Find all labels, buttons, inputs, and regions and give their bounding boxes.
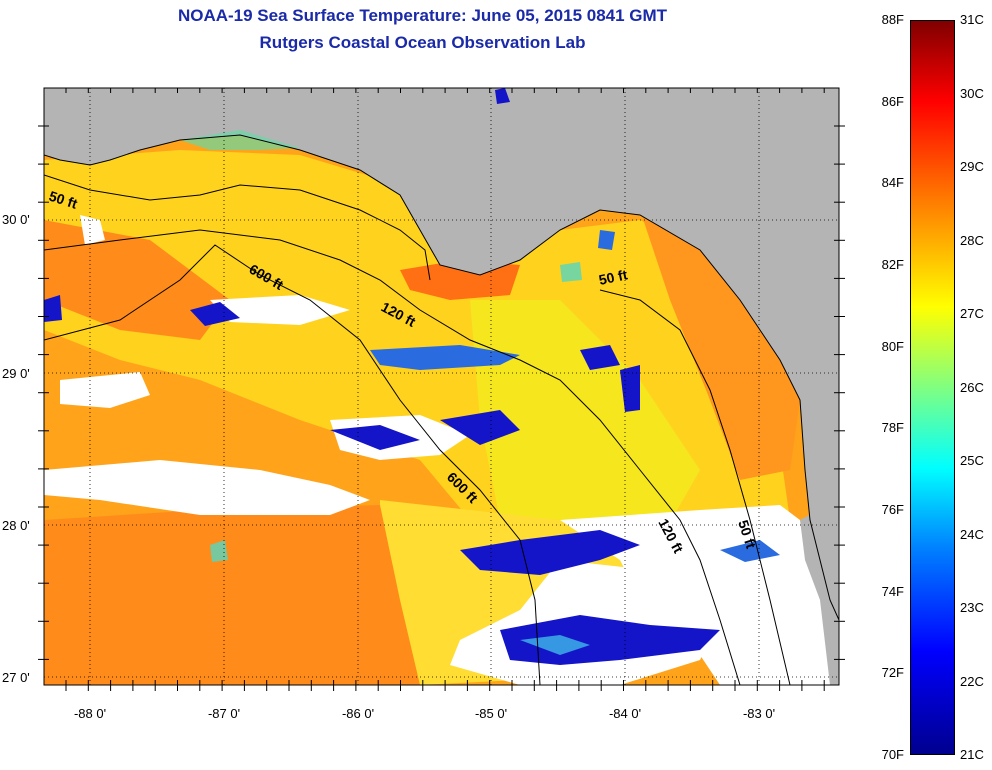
contour-line-120ft [44,229,741,685]
contour-label: 50 ft [597,266,629,288]
cloud-patch [210,295,350,325]
colorbar-celsius-label: 23C [960,600,984,615]
colorbar-celsius-label: 28C [960,232,984,248]
coastline [44,134,839,621]
colorbar-celsius-label: 30C [960,85,984,101]
colorbar-celsius-label: 29C [960,159,984,174]
longitude-label: -85 0' [474,706,508,721]
deep-water-orange [44,505,420,685]
latitude-label: 30 0' [2,212,30,227]
colorbar-celsius-label: 27C [960,306,984,321]
colorbar-fahrenheit-label: 80F [881,338,904,354]
colorbar-celsius-label: 21C [960,747,984,762]
cyan-patch [210,540,228,562]
colorbar-fahrenheit-label: 76F [881,502,904,517]
cold-water-streak [190,302,240,326]
cold-water-streak [44,295,62,322]
longitude-label: -84 0' [608,706,642,721]
graticule [38,88,845,691]
cold-water-streak [495,88,510,104]
contour-line-50ft-west [44,174,431,281]
latitude-label: 28 0' [2,518,30,533]
colorbar-fahrenheit-label: 72F [881,665,904,681]
colorbar-fahrenheit-label: 70F [881,747,904,762]
colorbar-celsius-label: 26C [960,379,984,395]
cold-water-streak [460,530,640,575]
northwest-orange [44,220,230,340]
colorbar-fahrenheit-label: 84F [881,175,904,191]
latitude-label: 27 0' [2,670,30,685]
colorbar-celsius-label: 22C [960,673,984,689]
longitude-label: -83 0' [742,706,776,721]
cloud-patch [44,460,370,515]
colorbar-fahrenheit-label: 82F [881,257,904,272]
contour-line-50ft-east [599,289,791,685]
latitude-label: 29 0' [2,366,30,381]
colorbar-fahrenheit-label: 74F [881,583,904,599]
cold-water-streak [598,230,615,250]
colorbar-fahrenheit-label: 88F [881,12,904,27]
colorbar-celsius-label: 25C [960,453,984,468]
land-north [44,88,839,600]
cold-water-streak [720,540,780,562]
map-frame [43,87,840,686]
longitude-label: -86 0' [341,706,375,721]
contour-line-600ft [44,244,541,685]
colorbar-celsius-label: 31C [960,12,984,27]
cloud-patch [60,372,150,408]
cloud-patch [80,215,105,245]
cold-water-streak [580,345,620,370]
east-orange [640,210,800,480]
temperature-colorbar [910,20,955,755]
longitude-label: -87 0' [207,706,241,721]
shelf-yellow-region-east [470,300,700,560]
colorbar-fahrenheit-label: 86F [881,93,904,109]
map-title: NOAA-19 Sea Surface Temperature: June 05… [177,6,668,25]
cold-water-streak [330,425,420,450]
land-florida-peninsula [800,500,839,685]
sst-map: 50 ft 600 ft 120 ft 50 ft 600 ft 120 ft … [38,87,845,691]
coastal-bay [180,130,300,150]
cyan-patch [560,262,582,282]
longitude-label: -88 0' [73,706,107,721]
colorbar-fahrenheit-label: 78F [881,420,904,436]
cold-water-streak [440,410,520,445]
map-subtitle: Rutgers Coastal Ocean Observation Lab [259,33,586,52]
cold-water-streak [370,345,520,370]
colorbar-celsius-label: 24C [960,526,984,542]
